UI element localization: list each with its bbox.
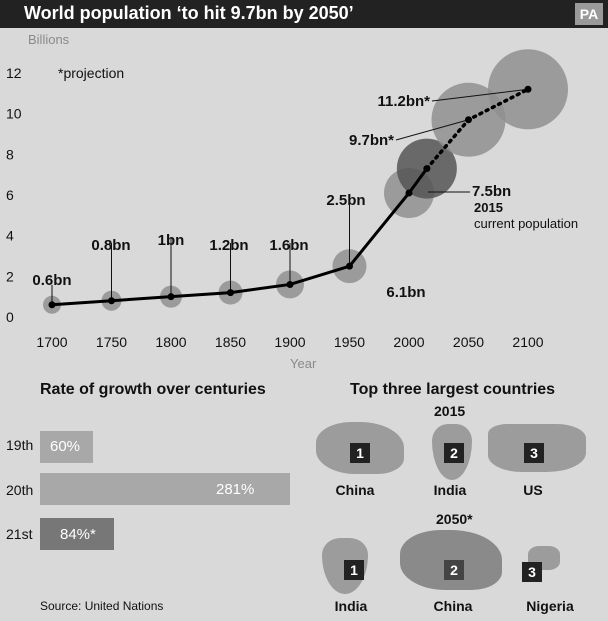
data-point [423,165,431,173]
rank-badge: 1 [350,443,370,463]
data-label: 11.2bn* [377,93,430,110]
growth-row-label: 20th [6,482,34,498]
x-tick-label: 1700 [36,334,67,350]
label-leader [431,88,529,102]
x-tick-label: 2050 [453,334,484,350]
data-point [524,85,532,93]
growth-value-19th: 60% [50,438,81,455]
data-point [108,297,115,305]
label-leader [395,119,469,141]
growth-value-21st: 84%* [60,526,96,543]
data-label: 2015 [474,200,503,215]
x-tick-label: 2000 [393,334,424,350]
country-name: India [433,482,467,498]
year-2015-label: 2015 [434,403,466,419]
chart-title: World population ‘to hit 9.7bn by 2050’ [24,3,354,23]
growth-bar-20th [40,473,290,505]
country-name: China [335,482,375,498]
rank-badge: 1 [344,560,364,580]
country-name: US [523,482,543,498]
growth-row-label: 19th [6,437,34,453]
y-tick-label: 0 [6,309,14,325]
data-label: 0.8bn [91,237,130,254]
data-label: 1.6bn [269,237,308,254]
y-axis-label: Billions [28,32,70,47]
rank-badge: 3 [524,443,544,463]
x-tick-label: 1950 [334,334,365,350]
population-chart: 0 2 4 6 8 10 12 1700 1750 1800 1850 1900 1950 2000 20… [6,32,578,371]
data-label: 7.5bn [472,183,511,200]
data-point [346,262,353,270]
data-label: 0.6bn [32,272,71,289]
data-point [465,116,472,124]
pa-logo: PA [575,3,603,25]
y-tick-label: 8 [6,146,14,162]
growth-bar-19th [40,431,93,463]
header-bar: World population ‘to hit 9.7bn by 2050’ … [0,0,608,28]
projection-note: *projection [58,65,124,81]
country-name: China [433,598,473,614]
x-tick-label: 2100 [512,334,543,350]
data-point [286,280,294,288]
rank-badge: 2 [444,560,464,580]
data-label: 6.1bn [386,284,425,301]
data-label: 9.7bn* [349,132,394,149]
y-tick-label: 10 [6,106,22,122]
growth-row-label: 21st [6,526,33,542]
y-tick-label: 6 [6,187,14,203]
rank-badge: 3 [522,562,542,582]
x-tick-label: 1850 [215,334,246,350]
countries-title: Top three largest countries [350,381,556,398]
year-2050-label: 2050* [436,511,473,527]
data-point [227,289,234,297]
data-label: 2.5bn [326,192,365,209]
rank-badge: 2 [444,443,464,463]
data-point [167,293,175,301]
data-label: 1bn [158,232,185,249]
x-tick-label: 1750 [96,334,127,350]
x-tick-label: 1800 [155,334,186,350]
country-name: Nigeria [526,598,574,614]
growth-value-20th: 281% [216,481,255,498]
y-tick-label: 2 [6,268,14,284]
data-point [48,301,56,309]
y-tick-label: 4 [6,228,14,244]
growth-title: Rate of growth over centuries [40,381,266,398]
data-label: current population [474,216,578,231]
growth-bar-21st [40,518,114,550]
x-axis-label: Year [290,356,317,371]
data-point [405,189,413,197]
series-line-actual [51,167,429,307]
x-tick-label: 1900 [274,334,305,350]
country-name: India [334,598,368,614]
y-tick-label: 12 [6,65,22,81]
data-label: 1.2bn [209,237,248,254]
source-note: Source: United Nations [40,599,164,613]
